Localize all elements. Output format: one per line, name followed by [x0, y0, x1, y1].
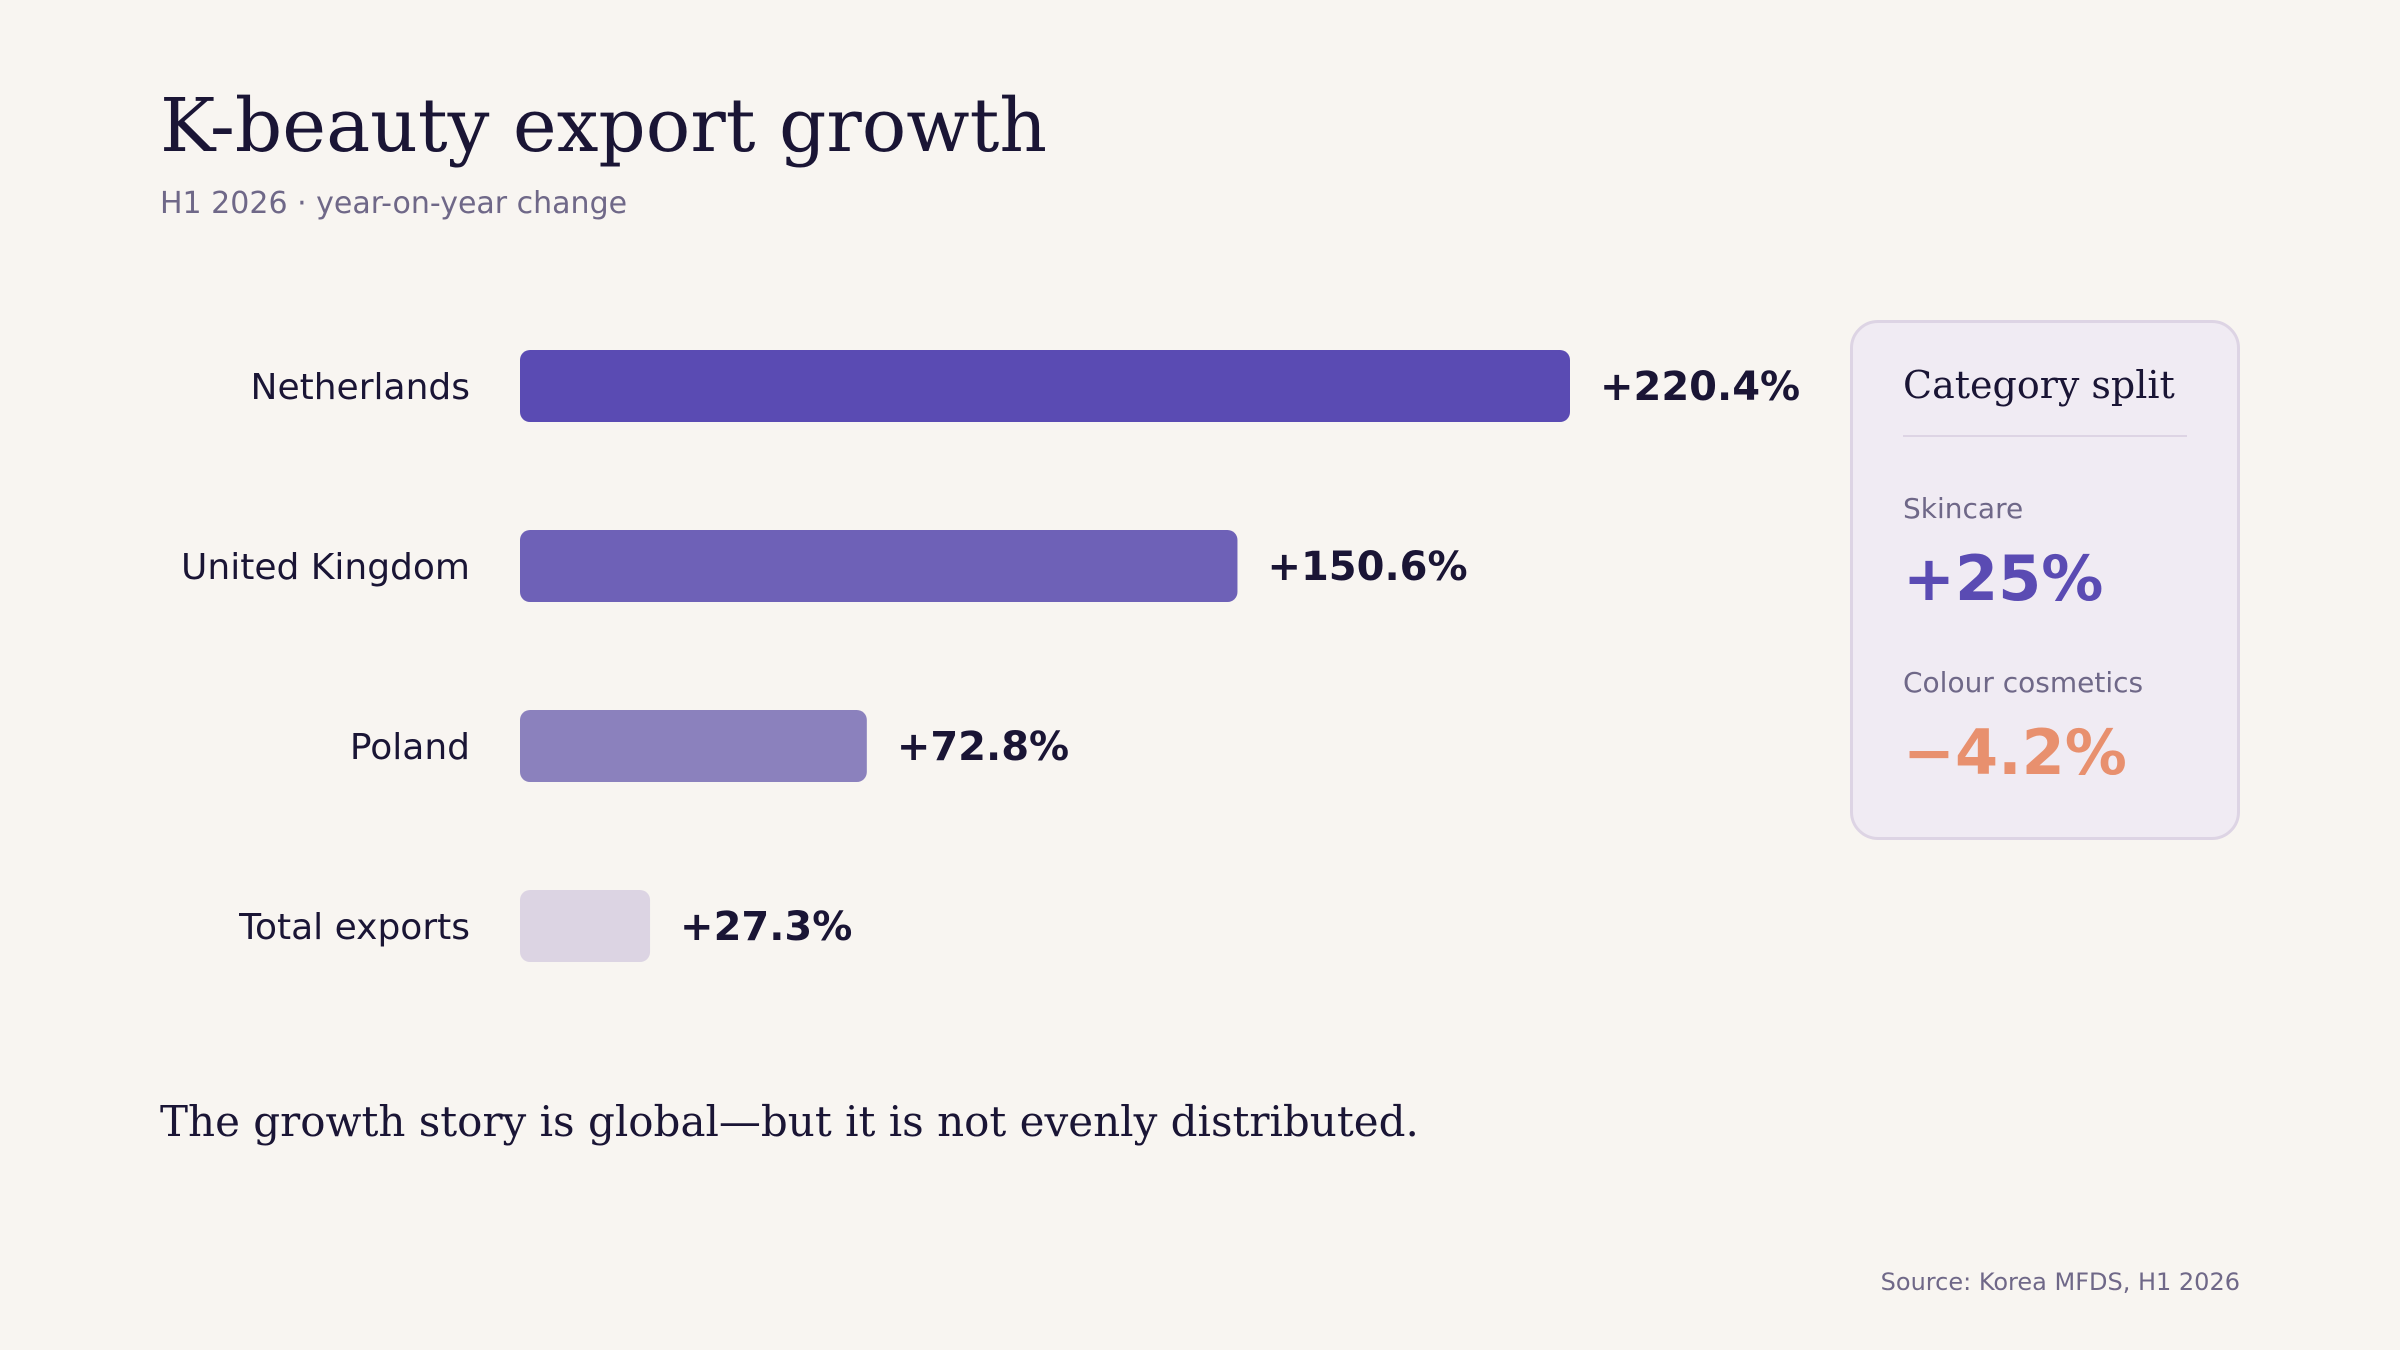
value-label-netherlands: +220.4%: [1600, 364, 1800, 410]
card-divider: [1903, 435, 2187, 437]
bar-poland: [520, 710, 867, 782]
source-note: Source: Korea MFDS, H1 2026: [1880, 1268, 2240, 1296]
value-label-poland: +72.8%: [897, 724, 1069, 770]
colour-cosmetics-value: −4.2%: [1903, 716, 2127, 789]
skincare-label: Skincare: [1903, 492, 2024, 525]
category-label-netherlands: Netherlands: [251, 367, 470, 408]
chart-title: K-beauty export growth: [160, 83, 1048, 169]
takeaway-caption: The growth story is global—but it is not…: [160, 1097, 1419, 1146]
bar-total-exports: [520, 890, 651, 962]
category-label-total-exports: Total exports: [238, 907, 470, 948]
skincare-value: +25%: [1903, 542, 2104, 615]
category-split-card: Category split Skincare +25% Colour cosm…: [1850, 320, 2240, 840]
bar-chart: Netherlands +220.4% United Kingdom +150.6% P…: [181, 350, 1800, 962]
chart-subtitle: H1 2026 · year-on-year change: [160, 186, 628, 221]
bar-united-kingdom: [520, 530, 1238, 602]
bar-netherlands: [520, 350, 1570, 422]
colour-cosmetics-label: Colour cosmetics: [1903, 666, 2144, 699]
card-title: Category split: [1903, 363, 2175, 407]
category-label-poland: Poland: [350, 727, 470, 768]
category-label-united-kingdom: United Kingdom: [181, 547, 470, 588]
value-label-total-exports: +27.3%: [680, 904, 852, 950]
value-label-united-kingdom: +150.6%: [1267, 544, 1467, 590]
